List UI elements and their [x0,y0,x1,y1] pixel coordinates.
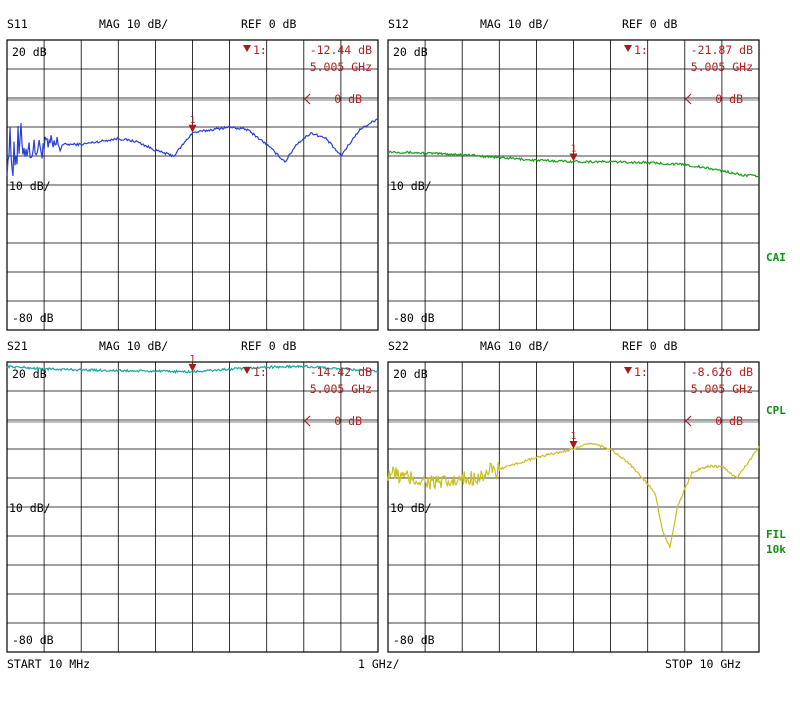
s11-scale: MAG 10 dB/ [99,17,168,31]
s22-grid [388,362,759,652]
s12-readout-id: 1: [634,43,648,57]
s22-marker [569,440,578,449]
s12-ref-arrow-label: 0 dB [715,92,743,106]
s11-marker-label: 1 [190,115,196,126]
s22-panel: S22 MAG 10 dB/REF 0 dB 20 dB 10 dB/ -80 dB 1 1… [387,339,760,653]
footer-stop: STOP 10 GHz [665,657,741,671]
s21-marker [188,363,197,372]
s22-marker-label: 1 [571,431,577,442]
s11-panel: S11 MAG 10 dB/REF 0 dB 20 dB 10 dB/ -80 dB 1 1… [6,17,379,331]
s21-grid [7,362,378,652]
s21-readout-marker-icon [243,367,251,374]
s11-ref-arrow-label: 0 dB [334,92,362,106]
side-label-10k: 10k [766,543,786,556]
s22-top-label: 20 dB [393,367,428,381]
s11-marker [188,124,197,133]
s12-readout-freq: 5.005 GHz [691,60,753,74]
s11-readout-value: -12.44 dB [310,43,372,57]
s22-ref: REF 0 dB [622,339,677,353]
s22-ref-arrow-icon [685,415,692,427]
s21-marker-label: 1 [190,354,196,365]
s12-ref: REF 0 dB [622,17,677,31]
s11-bottom-label: -80 dB [12,311,54,325]
s21-title: S21 [7,339,28,353]
s21-ref-arrow-icon [304,415,311,427]
s12-top-label: 20 dB [393,45,428,59]
side-label-cai: CAI [766,251,786,264]
s12-readout-value: -21.87 dB [691,43,753,57]
s22-scale: MAG 10 dB/ [480,339,549,353]
s22-readout-marker-icon [624,367,632,374]
side-label-cpl: CPL [766,404,786,417]
s22-readout-id: 1: [634,365,648,379]
s22-readout-value: -8.626 dB [691,365,753,379]
s11-grid [7,40,378,330]
s22-title: S22 [388,339,409,353]
s11-division-label: 10 dB/ [9,179,51,193]
s12-grid [388,40,759,330]
s12-readout-marker-icon [624,45,632,52]
s21-readout-freq: 5.005 GHz [310,382,372,396]
s21-scale: MAG 10 dB/ [99,339,168,353]
s21-readout-value: -14.42 dB [310,365,372,379]
s21-ref-arrow-label: 0 dB [334,414,362,428]
s21-trace [6,364,379,375]
s21-readout-id: 1: [253,365,267,379]
s21-ref: REF 0 dB [241,339,296,353]
s22-division-label: 10 dB/ [390,501,432,515]
s11-top-label: 20 dB [12,45,47,59]
s12-bottom-label: -80 dB [393,311,435,325]
s12-marker [569,153,578,162]
footer-start: START 10 MHz [7,657,90,671]
s22-readout-freq: 5.005 GHz [691,382,753,396]
s11-readout-marker-icon [243,45,251,52]
s12-panel: S12 MAG 10 dB/REF 0 dB 20 dB 10 dB/ -80 dB 1 1… [387,17,760,331]
s11-readout-id: 1: [253,43,267,57]
s11-title: S11 [7,17,28,31]
s22-bottom-label: -80 dB [393,633,435,647]
s12-division-label: 10 dB/ [390,179,432,193]
s12-title: S12 [388,17,409,31]
s22-trace [387,442,760,549]
s12-marker-label: 1 [571,144,577,155]
footer-span: 1 GHz/ [358,657,400,671]
s11-ref: REF 0 dB [241,17,296,31]
s12-scale: MAG 10 dB/ [480,17,549,31]
s11-ref-arrow-icon [304,93,311,105]
s11-readout-freq: 5.005 GHz [310,60,372,74]
s22-ref-arrow-label: 0 dB [715,414,743,428]
s21-division-label: 10 dB/ [9,501,51,515]
s21-bottom-label: -80 dB [12,633,54,647]
s12-ref-arrow-icon [685,93,692,105]
s21-panel: S21 MAG 10 dB/REF 0 dB 20 dB 10 dB/ -80 dB 1 1… [6,339,379,653]
s21-top-label: 20 dB [12,367,47,381]
side-label-fil: FIL [766,528,786,541]
